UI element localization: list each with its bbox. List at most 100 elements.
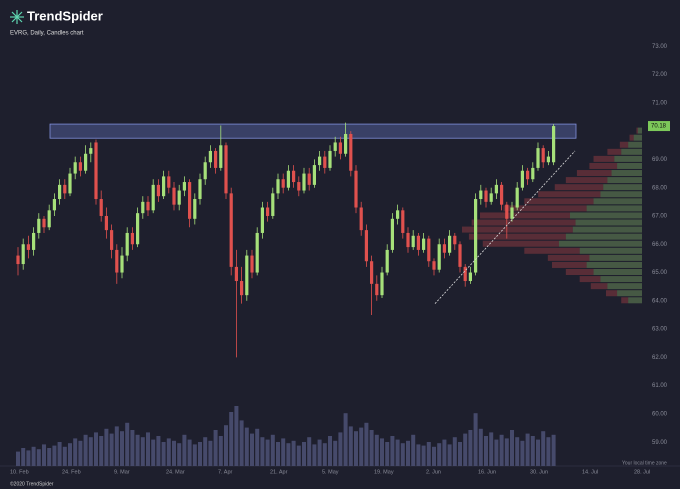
profile-down — [524, 198, 594, 205]
candle-body — [167, 176, 171, 188]
trendline — [434, 150, 576, 304]
volume-bar — [364, 422, 369, 466]
candle-body — [526, 170, 530, 180]
profile-up — [603, 184, 642, 191]
candle-body — [411, 235, 415, 248]
volume-bar — [94, 432, 98, 466]
volume-bar — [494, 439, 499, 466]
chart-title: EVRG, Daily, Candles chart — [10, 31, 84, 37]
volume-bar — [369, 430, 374, 466]
candle-body — [292, 170, 296, 183]
profile-up — [633, 134, 642, 141]
candle-body — [84, 153, 88, 171]
profile-up — [572, 226, 642, 233]
candle-body — [546, 156, 550, 163]
candle-body — [364, 230, 368, 262]
volume-bar — [99, 436, 104, 466]
logo-icon — [10, 10, 24, 24]
volume-bar — [536, 439, 540, 466]
volume-bar — [78, 440, 83, 466]
volume-bar — [406, 440, 410, 466]
candle-body — [531, 167, 535, 180]
profile-down — [593, 155, 615, 162]
x-tick-label: 16. Jun — [478, 469, 496, 475]
volume-bar — [47, 448, 52, 466]
volume-bar — [385, 442, 390, 466]
candle-body — [442, 244, 446, 253]
volume-bar — [88, 437, 93, 466]
profile-up — [628, 297, 642, 304]
volume-bar — [203, 437, 208, 466]
candle-body — [344, 133, 348, 154]
volume-bar — [317, 439, 322, 466]
y-tick-label: 69.00 — [652, 157, 668, 163]
volume-bar — [234, 406, 239, 466]
candle-body — [468, 272, 472, 282]
profile-up — [628, 141, 642, 148]
candle-body — [401, 210, 405, 233]
y-tick-label: 71.00 — [652, 100, 668, 106]
profile-down — [565, 269, 594, 276]
volume-bar — [380, 438, 384, 466]
volume-bar — [265, 439, 270, 466]
volume-bar — [166, 438, 171, 466]
candle-body — [510, 207, 514, 219]
candle-body — [182, 182, 186, 191]
profile-up — [589, 254, 642, 261]
volume-bar — [426, 442, 431, 466]
profile-down — [606, 290, 618, 297]
candle-body — [396, 210, 400, 219]
volume-bar — [515, 437, 520, 466]
volume-bar — [328, 436, 332, 466]
volume-bar — [504, 438, 509, 466]
profile-up — [614, 155, 642, 162]
candle-body — [141, 201, 145, 214]
candle-body — [219, 145, 223, 168]
candle-body — [474, 199, 478, 273]
volume-bar — [244, 427, 249, 466]
volume-bar — [530, 436, 535, 466]
volume-bar — [198, 442, 202, 466]
volume-bar — [109, 433, 114, 466]
volume-bar — [192, 444, 197, 466]
candle-body — [552, 126, 556, 163]
candle-body — [245, 255, 249, 296]
volume-bar — [130, 430, 135, 466]
volume-bar — [447, 444, 452, 466]
candle-body — [146, 201, 150, 211]
candle-body — [110, 230, 114, 250]
volume-bar — [270, 434, 275, 466]
volume-bar — [452, 437, 457, 466]
profile-up — [600, 276, 642, 283]
volume-bar — [224, 425, 228, 466]
candle-body — [78, 162, 82, 171]
candle-body — [130, 232, 134, 245]
profile-down — [579, 276, 601, 283]
profile-up — [611, 170, 642, 177]
candle-body — [312, 165, 316, 185]
candle-body — [354, 170, 358, 208]
volume-bar — [172, 440, 176, 466]
y-tick-label: 62.00 — [652, 355, 668, 361]
candle-body — [58, 184, 62, 200]
candle-body — [422, 238, 426, 250]
volume-bar — [260, 437, 265, 466]
y-tick-label: 63.00 — [652, 327, 668, 333]
candle-body — [193, 199, 197, 219]
candle-body — [260, 207, 264, 233]
candle-body — [390, 218, 394, 250]
candle-body — [494, 184, 498, 194]
candle-body — [453, 235, 457, 245]
candle-body — [479, 190, 483, 200]
volume-bar — [348, 426, 353, 466]
volume-bar — [68, 443, 72, 466]
profile-up — [607, 177, 642, 184]
profile-down — [621, 297, 629, 304]
profile-up — [586, 261, 642, 268]
volume-bar — [525, 433, 530, 466]
profile-down — [576, 170, 612, 177]
profile-up — [593, 269, 642, 276]
x-tick-label: 14. Jul — [582, 469, 598, 475]
volume-bar — [177, 443, 182, 466]
volume-bar — [239, 420, 244, 466]
